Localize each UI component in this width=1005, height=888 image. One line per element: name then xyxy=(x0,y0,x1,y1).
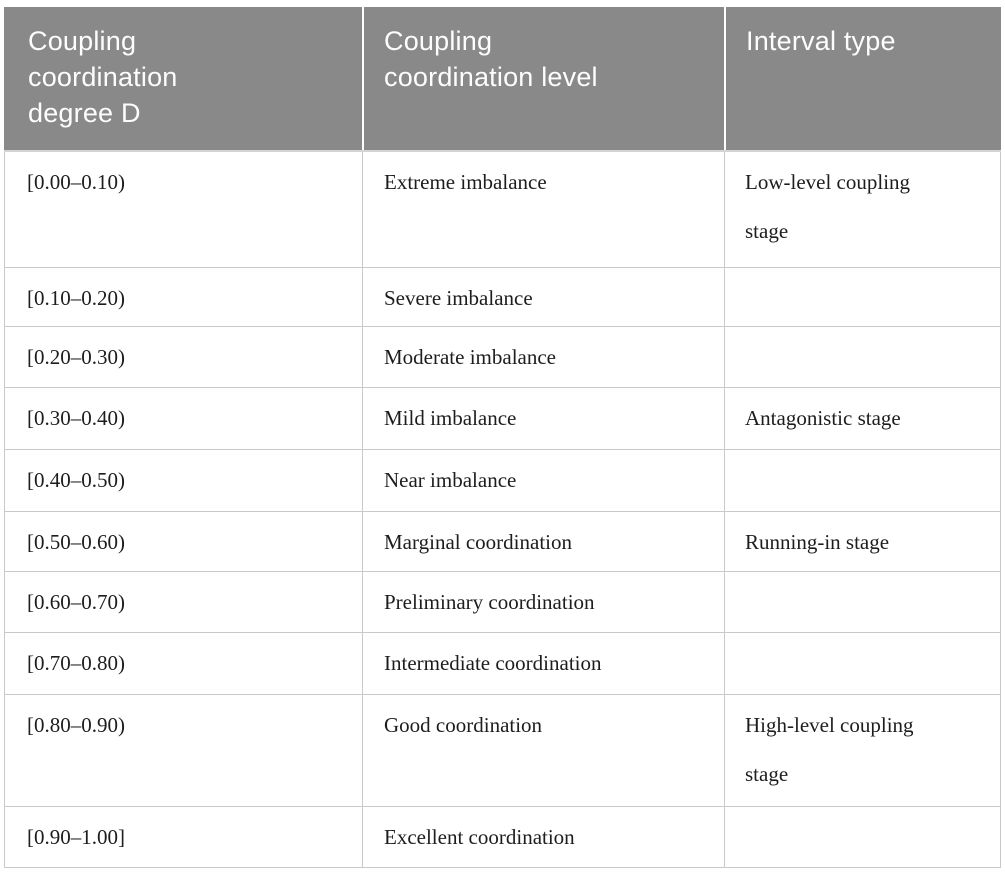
cell-interval xyxy=(724,327,1001,388)
table-row: [0.40–0.50) Near imbalance xyxy=(5,450,1001,512)
cell-degree: [0.00–0.10) xyxy=(5,152,362,268)
cell-level: Preliminary coordination xyxy=(362,572,724,633)
cell-level: Mild imbalance xyxy=(362,388,724,450)
cell-degree: [0.50–0.60) xyxy=(5,512,362,572)
column-header-coupling-degree: Coupling coordination degree D xyxy=(4,7,362,150)
cell-interval: High-level coupling stage xyxy=(724,695,1001,807)
cell-level: Moderate imbalance xyxy=(362,327,724,388)
cell-degree: [0.90–1.00] xyxy=(5,807,362,868)
table-row: [0.00–0.10) Extreme imbalance Low-level … xyxy=(5,152,1001,268)
cell-degree: [0.60–0.70) xyxy=(5,572,362,633)
cell-degree: [0.70–0.80) xyxy=(5,633,362,695)
cell-interval xyxy=(724,807,1001,868)
cell-interval: Low-level coupling stage xyxy=(724,152,1001,268)
cell-level: Near imbalance xyxy=(362,450,724,512)
cell-degree: [0.30–0.40) xyxy=(5,388,362,450)
table-row: [0.50–0.60) Marginal coordination Runnin… xyxy=(5,512,1001,572)
column-header-interval-type: Interval type xyxy=(724,7,1001,150)
table-header-row: Coupling coordination degree D Coupling … xyxy=(4,7,1001,152)
table-row: [0.20–0.30) Moderate imbalance xyxy=(5,327,1001,388)
cell-degree: [0.80–0.90) xyxy=(5,695,362,807)
cell-level: Good coordination xyxy=(362,695,724,807)
cell-interval xyxy=(724,572,1001,633)
cell-degree: [0.10–0.20) xyxy=(5,268,362,327)
column-header-coordination-level: Coupling coordination level xyxy=(362,7,724,150)
table-body: [0.00–0.10) Extreme imbalance Low-level … xyxy=(4,152,1001,868)
table-row: [0.70–0.80) Intermediate coordination xyxy=(5,633,1001,695)
cell-level: Excellent coordination xyxy=(362,807,724,868)
cell-interval: Running-in stage xyxy=(724,512,1001,572)
cell-level: Intermediate coordination xyxy=(362,633,724,695)
cell-interval xyxy=(724,450,1001,512)
table-row: [0.90–1.00] Excellent coordination xyxy=(5,807,1001,868)
cell-level: Extreme imbalance xyxy=(362,152,724,268)
table-row: [0.10–0.20) Severe imbalance xyxy=(5,268,1001,327)
table-row: [0.60–0.70) Preliminary coordination xyxy=(5,572,1001,633)
cell-level: Severe imbalance xyxy=(362,268,724,327)
cell-degree: [0.40–0.50) xyxy=(5,450,362,512)
coupling-coordination-table: Coupling coordination degree D Coupling … xyxy=(4,7,1001,868)
table-row: [0.80–0.90) Good coordination High-level… xyxy=(5,695,1001,807)
cell-interval: Antagonistic stage xyxy=(724,388,1001,450)
cell-interval xyxy=(724,633,1001,695)
table-row: [0.30–0.40) Mild imbalance Antagonistic … xyxy=(5,388,1001,450)
cell-level: Marginal coordination xyxy=(362,512,724,572)
cell-interval xyxy=(724,268,1001,327)
cell-degree: [0.20–0.30) xyxy=(5,327,362,388)
